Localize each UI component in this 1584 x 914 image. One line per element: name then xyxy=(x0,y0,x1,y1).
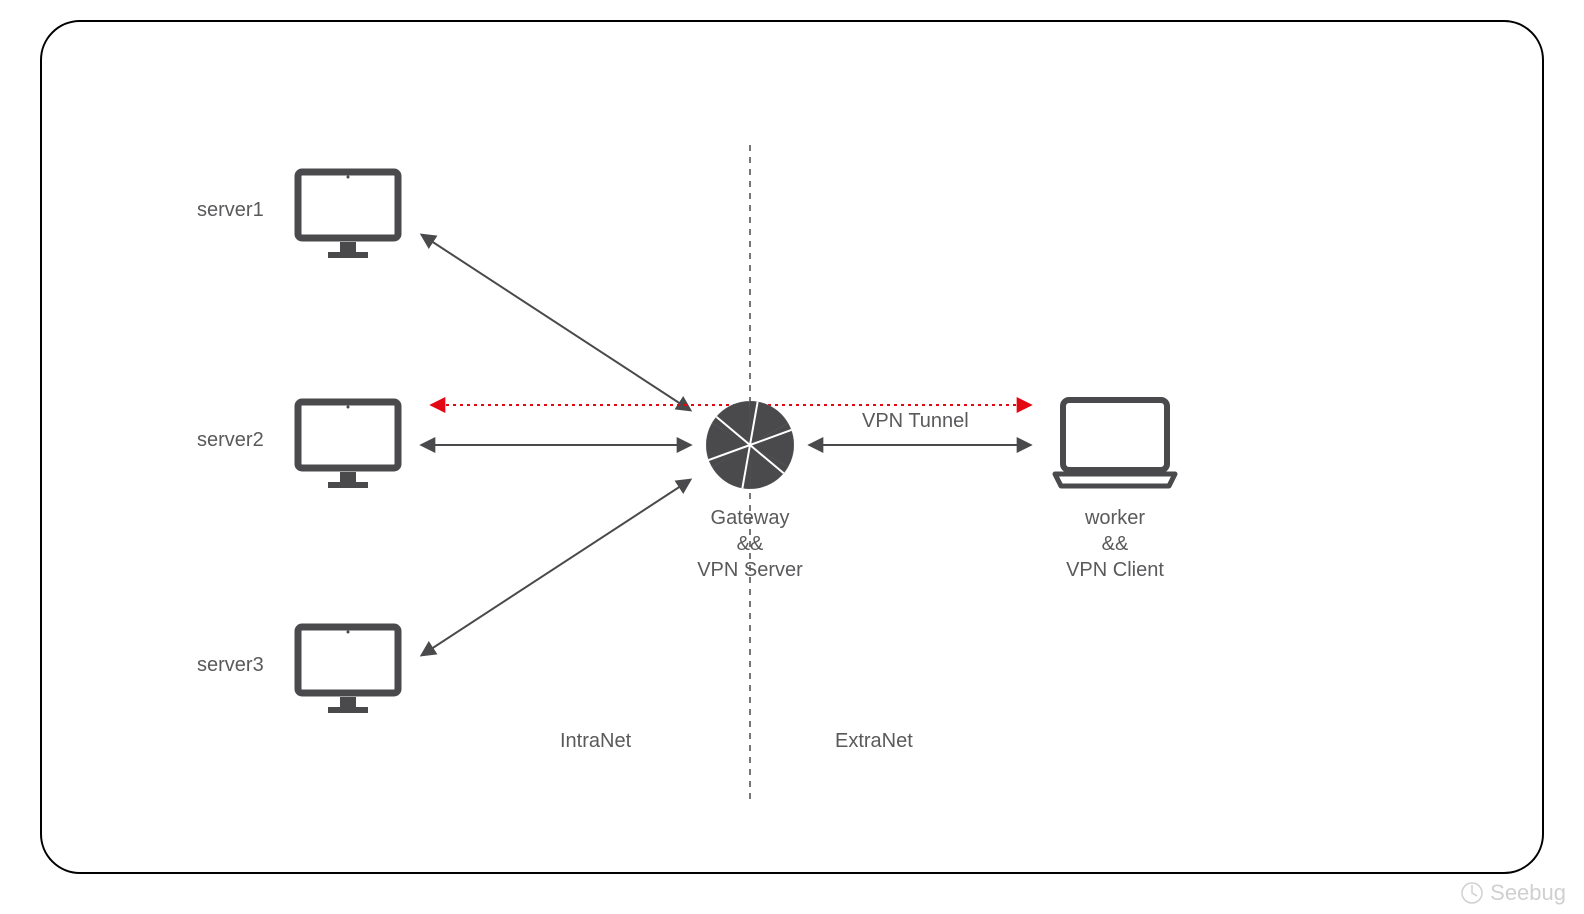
intranet-label: IntraNet xyxy=(560,728,631,754)
server1-label: server1 xyxy=(197,197,264,223)
worker-icon xyxy=(1055,400,1175,486)
seebug-icon xyxy=(1460,881,1484,905)
vpn-tunnel-label: VPN Tunnel xyxy=(862,408,969,434)
network-diagram xyxy=(0,0,1584,914)
worker-label: worker && VPN Client xyxy=(1066,505,1164,583)
gateway-label: Gateway && VPN Server xyxy=(697,505,803,583)
edge-s3-gw xyxy=(422,480,690,655)
server2-icon xyxy=(298,402,398,488)
server3-icon xyxy=(298,627,398,713)
edge-s1-gw xyxy=(422,235,690,410)
extranet-label: ExtraNet xyxy=(835,728,913,754)
server3-label: server3 xyxy=(197,652,264,678)
server2-label: server2 xyxy=(197,427,264,453)
server1-icon xyxy=(298,172,398,258)
watermark: Seebug xyxy=(1460,880,1566,906)
gateway-icon xyxy=(693,390,807,500)
